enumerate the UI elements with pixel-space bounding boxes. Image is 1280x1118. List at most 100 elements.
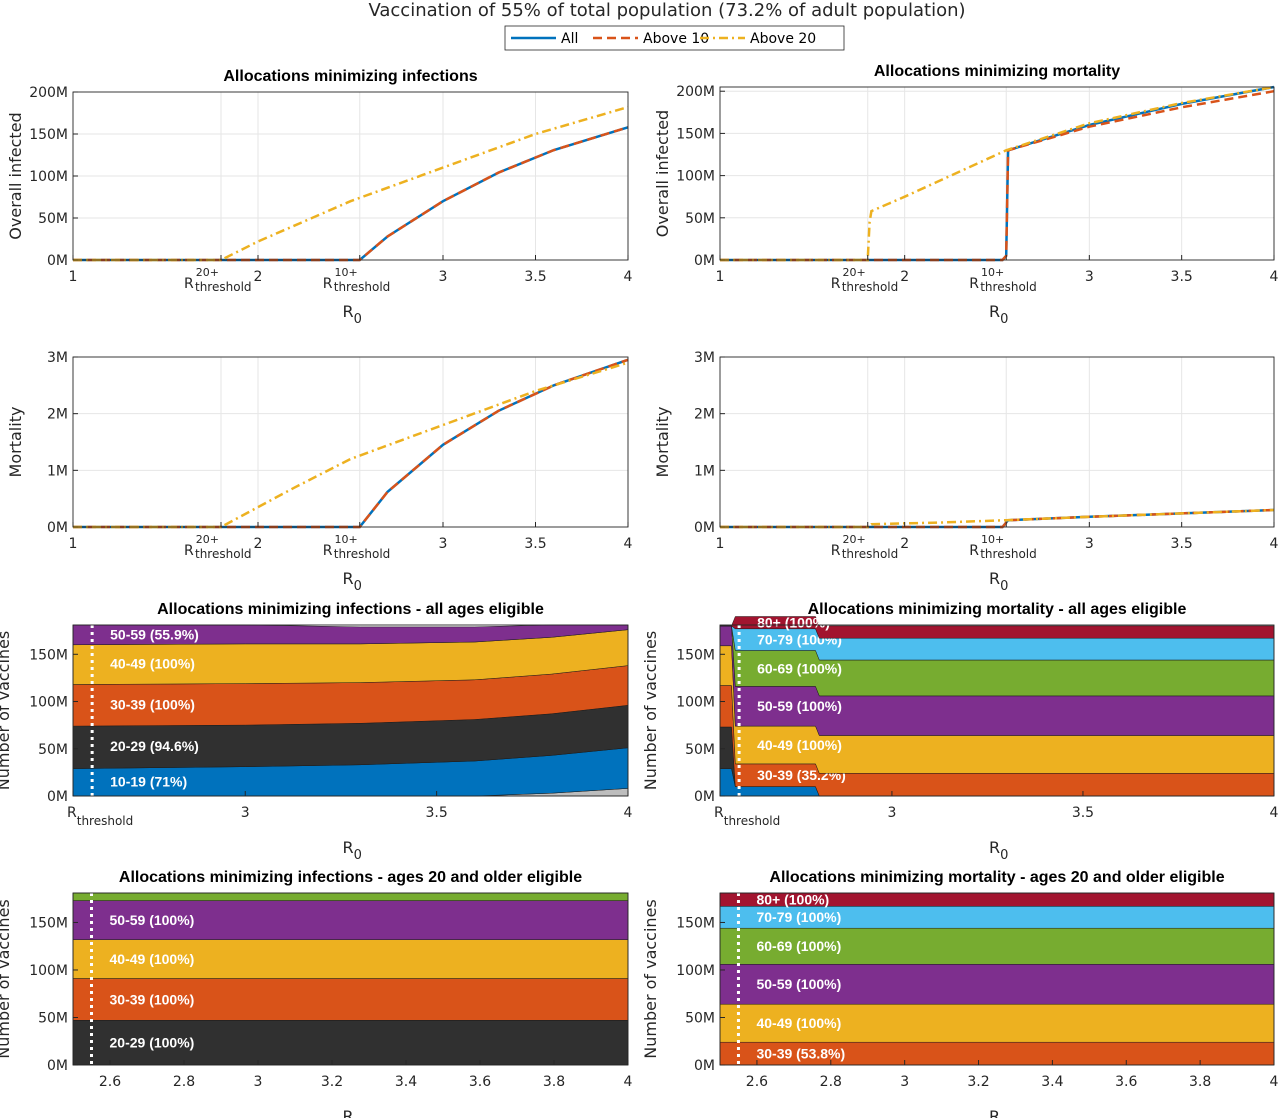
- y-tick-label: 2M: [47, 407, 68, 423]
- x-tick-label: 4: [624, 536, 633, 552]
- x-tick-label: 2: [254, 269, 263, 285]
- panel-title: Allocations minimizing infections - ages…: [119, 869, 582, 886]
- threshold-tick-label: R10+ threshold: [323, 266, 391, 294]
- y-axis-label: Number of vaccines: [0, 899, 13, 1059]
- band-label-50-59: 50-59 (100%): [757, 698, 842, 714]
- x-tick-label: 3.8: [1189, 1074, 1211, 1090]
- band-label-50-59: 50-59 (100%): [110, 912, 195, 928]
- x-axis-label: R0: [343, 302, 362, 327]
- band-label-20-29: 20-29 (100%): [110, 1035, 195, 1051]
- x-axis-label: R0: [989, 302, 1008, 327]
- threshold-tick-label: Rthreshold: [67, 805, 133, 828]
- legend-box: [504, 25, 845, 51]
- y-tick-label: 0M: [47, 253, 68, 269]
- y-tick-label: 150M: [676, 647, 715, 663]
- panel-inf-mortality: 1 2 3 3.5 4 R20+ threshold R10+ threshold 0M 1M 2M 3…: [6, 350, 633, 594]
- axes-box: [72, 892, 629, 1066]
- y-axis-label: Mortality: [6, 407, 25, 478]
- axes-box: [719, 86, 1275, 261]
- threshold-tick-label: R20+ threshold: [184, 533, 252, 561]
- x-tick-label: 3: [1085, 536, 1094, 552]
- axes-box: [719, 356, 1275, 528]
- x-tick-label: 3: [439, 269, 448, 285]
- y-tick-label: 0M: [47, 789, 68, 805]
- x-tick-label: 2.6: [99, 1074, 121, 1090]
- y-tick-label: 0M: [694, 253, 715, 269]
- threshold-tick-label: Rthreshold: [714, 805, 780, 828]
- x-tick-label: 4: [1270, 536, 1279, 552]
- x-tick-label: 4: [624, 1074, 633, 1090]
- panel-inf-alloc-all: Allocations minimizing infections - all …: [0, 601, 633, 863]
- y-tick-label: 150M: [29, 647, 68, 663]
- threshold-tick-label: R20+ threshold: [831, 533, 899, 561]
- x-tick-label: 4: [1270, 805, 1279, 821]
- y-tick-label: 50M: [38, 742, 68, 758]
- band-label-50-59: 50-59 (100%): [756, 976, 841, 992]
- x-tick-label: 3.4: [1041, 1074, 1063, 1090]
- axes-box: [72, 91, 629, 261]
- series-above-20: [720, 85, 1275, 262]
- x-tick-label: 3.6: [469, 1074, 491, 1090]
- band-label-70-79: 70-79 (100%): [756, 909, 841, 925]
- x-tick-label: 2: [900, 536, 909, 552]
- y-tick-label: 0M: [694, 520, 715, 536]
- y-tick-label: 1M: [47, 463, 68, 479]
- y-tick-label: 200M: [676, 84, 715, 100]
- x-tick-label: 2.8: [820, 1074, 842, 1090]
- x-tick-label: 1: [69, 269, 78, 285]
- legend-label-1: Above 10: [643, 31, 709, 47]
- panel-mort-alloc-all: Allocations minimizing mortality - all a…: [641, 601, 1279, 863]
- x-tick-label: 2: [254, 536, 263, 552]
- x-tick-label: 4: [1270, 1074, 1279, 1090]
- x-tick-label: 2: [900, 269, 909, 285]
- panel-inf-alloc-20: Allocations minimizing infections - ages…: [0, 869, 633, 1118]
- x-tick-label: 1: [716, 536, 725, 552]
- x-tick-label: 2.6: [746, 1074, 768, 1090]
- axes-box: [719, 624, 1275, 797]
- x-tick-label: 3.6: [1115, 1074, 1137, 1090]
- y-tick-label: 0M: [694, 789, 715, 805]
- series-above-20: [720, 508, 1275, 529]
- threshold-tick-label: R10+ threshold: [969, 533, 1037, 561]
- y-tick-label: 0M: [47, 1058, 68, 1074]
- band-label-60-69: 60-69 (100%): [756, 938, 841, 954]
- x-tick-label: 1: [69, 536, 78, 552]
- legend-label-0: All: [561, 31, 578, 47]
- y-axis-label: Mortality: [653, 407, 672, 478]
- plot-area: [720, 357, 1274, 527]
- y-tick-label: 50M: [685, 1010, 715, 1026]
- band-label-80+: 80+ (100%): [757, 615, 830, 631]
- x-tick-label: 3.5: [1171, 269, 1193, 285]
- y-tick-label: 50M: [685, 211, 715, 227]
- threshold-tick-label: R20+ threshold: [184, 266, 252, 294]
- panels: Allocations minimizing infections 1 2 3 3.5 4…: [0, 63, 1279, 1118]
- x-tick-label: 3: [254, 1074, 263, 1090]
- panel-inf-overall: Allocations minimizing infections 1 2 3 3.5 4…: [6, 68, 633, 327]
- threshold-tick-label: R10+ threshold: [969, 266, 1037, 294]
- band-label-30-39: 30-39 (100%): [110, 991, 195, 1007]
- x-axis-label: R0: [343, 838, 362, 863]
- y-tick-label: 100M: [676, 169, 715, 185]
- band-label-50-59: 50-59 (55.9%): [110, 626, 199, 642]
- y-tick-label: 150M: [29, 127, 68, 143]
- panel-title: Allocations minimizing mortality - ages …: [769, 869, 1224, 886]
- band-label-40-49: 40-49 (100%): [110, 656, 195, 672]
- axes-box: [719, 892, 1275, 1066]
- band-label-30-39: 30-39 (53.8%): [756, 1046, 845, 1062]
- y-tick-label: 150M: [676, 126, 715, 142]
- x-tick-label: 3.2: [321, 1074, 343, 1090]
- x-tick-label: 3.5: [524, 269, 546, 285]
- y-axis-label: Overall infected: [6, 112, 25, 239]
- y-tick-label: 3M: [694, 350, 715, 366]
- band-label-30-39: 30-39 (100%): [110, 696, 195, 712]
- panel-title: Allocations minimizing mortality - all a…: [808, 601, 1187, 618]
- x-tick-label: 3.2: [967, 1074, 989, 1090]
- y-tick-label: 100M: [676, 695, 715, 711]
- axes-box: [72, 356, 629, 528]
- y-axis-label: Number of vaccines: [641, 631, 660, 791]
- legend-label-2: Above 20: [750, 31, 816, 47]
- band-label-10-19: 10-19 (71%): [110, 773, 187, 789]
- panel-title: Allocations minimizing mortality: [874, 63, 1120, 80]
- band-label-80+: 80+ (100%): [756, 892, 829, 908]
- y-tick-label: 150M: [29, 915, 68, 931]
